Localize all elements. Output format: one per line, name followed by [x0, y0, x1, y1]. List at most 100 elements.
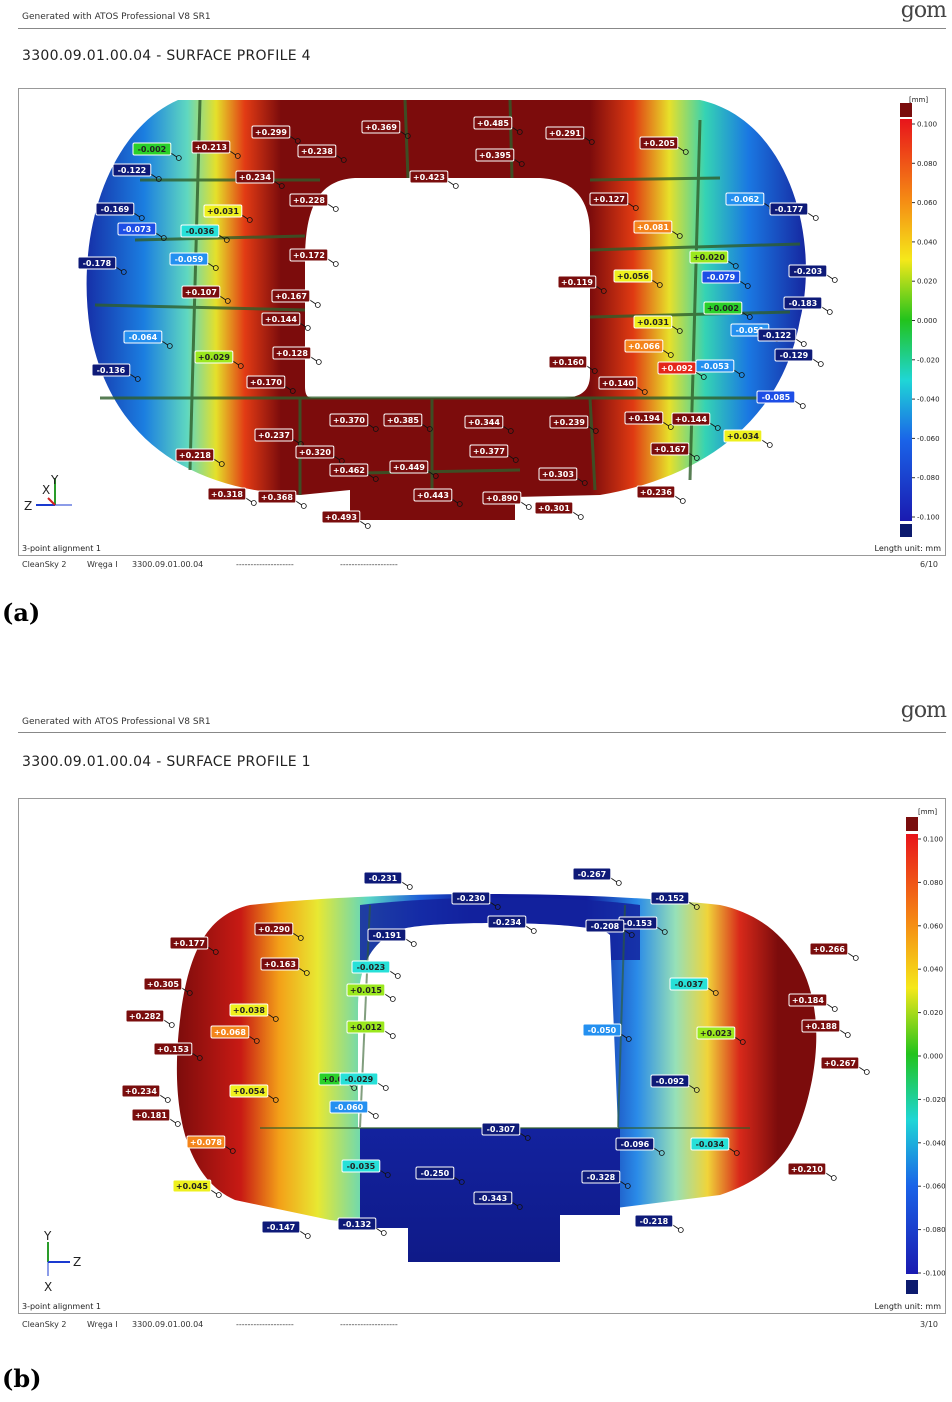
deviation-label[interactable]: +0.423: [409, 170, 459, 189]
deviation-label[interactable]: -0.203: [788, 264, 838, 283]
deviation-label[interactable]: -0.002: [132, 142, 182, 161]
deviation-label[interactable]: +0.002: [703, 301, 753, 320]
deviation-label[interactable]: -0.050: [582, 1023, 632, 1042]
deviation-label[interactable]: +0.267: [820, 1056, 870, 1075]
deviation-label[interactable]: +0.282: [125, 1009, 175, 1028]
deviation-label[interactable]: -0.147: [261, 1220, 311, 1239]
deviation-label[interactable]: -0.064: [123, 330, 173, 349]
deviation-label[interactable]: +0.370: [329, 413, 379, 432]
deviation-label[interactable]: +0.012: [346, 1020, 396, 1039]
deviation-label[interactable]: +0.029: [194, 350, 244, 369]
deviation-label[interactable]: -0.169: [95, 202, 145, 221]
deviation-label[interactable]: +0.344: [464, 415, 514, 434]
deviation-label[interactable]: +0.107: [181, 285, 231, 304]
deviation-label[interactable]: +0.144: [671, 412, 721, 431]
deviation-label[interactable]: +0.020: [689, 250, 739, 269]
deviation-label[interactable]: +0.266: [809, 942, 859, 961]
deviation-label[interactable]: +0.239: [549, 415, 599, 434]
deviation-label[interactable]: -0.079: [701, 270, 751, 289]
deviation-label[interactable]: +0.160: [548, 355, 598, 374]
deviation-label[interactable]: -0.328: [581, 1170, 631, 1189]
deviation-label[interactable]: +0.140: [598, 376, 648, 395]
deviation-label[interactable]: +0.184: [788, 993, 838, 1012]
deviation-label[interactable]: -0.218: [634, 1214, 684, 1233]
deviation-label[interactable]: -0.267: [572, 867, 622, 886]
deviation-label[interactable]: -0.152: [650, 891, 700, 910]
deviation-label[interactable]: +0.167: [271, 289, 321, 308]
deviation-label[interactable]: +0.167: [650, 442, 700, 461]
deviation-label[interactable]: +0.237: [254, 428, 304, 447]
deviation-label[interactable]: +0.377: [469, 444, 519, 463]
deviation-label[interactable]: +0.301: [534, 501, 584, 520]
deviation-label[interactable]: +0.078: [186, 1135, 236, 1154]
deviation-label[interactable]: +0.163: [260, 957, 310, 976]
deviation-label[interactable]: -0.307: [481, 1122, 531, 1141]
deviation-label[interactable]: -0.053: [695, 359, 745, 378]
deviation-label[interactable]: -0.177: [769, 202, 819, 221]
deviation-label[interactable]: +0.443: [413, 488, 463, 507]
deviation-label[interactable]: +0.045: [172, 1179, 222, 1198]
deviation-label[interactable]: +0.127: [589, 192, 639, 211]
deviation-label[interactable]: -0.035: [341, 1159, 391, 1178]
deviation-label[interactable]: +0.034: [723, 429, 773, 448]
deviation-label[interactable]: -0.250: [415, 1166, 465, 1185]
deviation-label[interactable]: +0.395: [475, 148, 525, 167]
deviation-label[interactable]: +0.205: [639, 136, 689, 155]
deviation-label[interactable]: -0.136: [91, 363, 141, 382]
deviation-label[interactable]: +0.234: [235, 170, 285, 189]
deviation-label[interactable]: -0.122: [112, 163, 162, 182]
deviation-label[interactable]: +0.056: [613, 269, 663, 288]
deviation-label[interactable]: +0.299: [251, 125, 301, 144]
deviation-label[interactable]: +0.188: [801, 1019, 851, 1038]
deviation-label[interactable]: -0.023: [351, 960, 401, 979]
deviation-label[interactable]: +0.181: [131, 1108, 181, 1127]
deviation-label[interactable]: -0.234: [487, 915, 537, 934]
deviation-label[interactable]: +0.144: [261, 312, 311, 331]
deviation-label[interactable]: -0.029: [339, 1072, 389, 1091]
deviation-label[interactable]: +0.368: [257, 490, 307, 509]
deviation-label[interactable]: -0.231: [363, 871, 413, 890]
deviation-label[interactable]: +0.119: [557, 275, 607, 294]
deviation-label[interactable]: +0.031: [203, 204, 253, 223]
deviation-label[interactable]: +0.890: [482, 491, 532, 510]
deviation-label[interactable]: -0.037: [669, 977, 719, 996]
deviation-label[interactable]: +0.291: [545, 126, 595, 145]
deviation-label[interactable]: +0.449: [389, 460, 439, 479]
deviation-label[interactable]: -0.129: [774, 348, 824, 367]
deviation-label[interactable]: +0.234: [121, 1084, 171, 1103]
deviation-label[interactable]: +0.194: [624, 411, 674, 430]
deviation-label[interactable]: +0.369: [361, 120, 411, 139]
deviation-label[interactable]: -0.343: [473, 1191, 523, 1210]
deviation-label[interactable]: +0.054: [229, 1084, 279, 1103]
deviation-label[interactable]: -0.183: [783, 296, 833, 315]
deviation-label[interactable]: +0.213: [191, 140, 241, 159]
deviation-label[interactable]: -0.073: [117, 222, 167, 241]
deviation-label[interactable]: +0.462: [329, 463, 379, 482]
deviation-label[interactable]: -0.085: [756, 390, 806, 409]
deviation-label[interactable]: -0.092: [650, 1074, 700, 1093]
deviation-label[interactable]: +0.153: [153, 1042, 203, 1061]
deviation-label[interactable]: +0.170: [246, 375, 296, 394]
deviation-label[interactable]: +0.066: [624, 339, 674, 358]
deviation-label[interactable]: +0.031: [633, 315, 683, 334]
deviation-label[interactable]: -0.230: [451, 891, 501, 910]
deviation-label[interactable]: -0.034: [690, 1137, 740, 1156]
deviation-label[interactable]: +0.177: [169, 936, 219, 955]
deviation-label[interactable]: -0.132: [337, 1217, 387, 1236]
deviation-label[interactable]: +0.218: [175, 448, 225, 467]
deviation-label[interactable]: -0.178: [77, 256, 127, 275]
deviation-label[interactable]: +0.038: [229, 1003, 279, 1022]
deviation-label[interactable]: +0.385: [383, 413, 433, 432]
deviation-label[interactable]: +0.092: [657, 361, 707, 380]
deviation-label[interactable]: +0.320: [295, 445, 345, 464]
deviation-label[interactable]: +0.485: [473, 116, 523, 135]
deviation-label[interactable]: +0.128: [272, 346, 322, 365]
deviation-label[interactable]: -0.036: [180, 224, 230, 243]
deviation-label[interactable]: -0.122: [757, 328, 807, 347]
deviation-label[interactable]: +0.210: [787, 1162, 837, 1181]
deviation-label[interactable]: -0.059: [169, 252, 219, 271]
deviation-label[interactable]: -0.096: [615, 1137, 665, 1156]
deviation-label[interactable]: +0.290: [254, 922, 304, 941]
deviation-label[interactable]: +0.305: [143, 977, 193, 996]
deviation-label[interactable]: +0.081: [633, 220, 683, 239]
